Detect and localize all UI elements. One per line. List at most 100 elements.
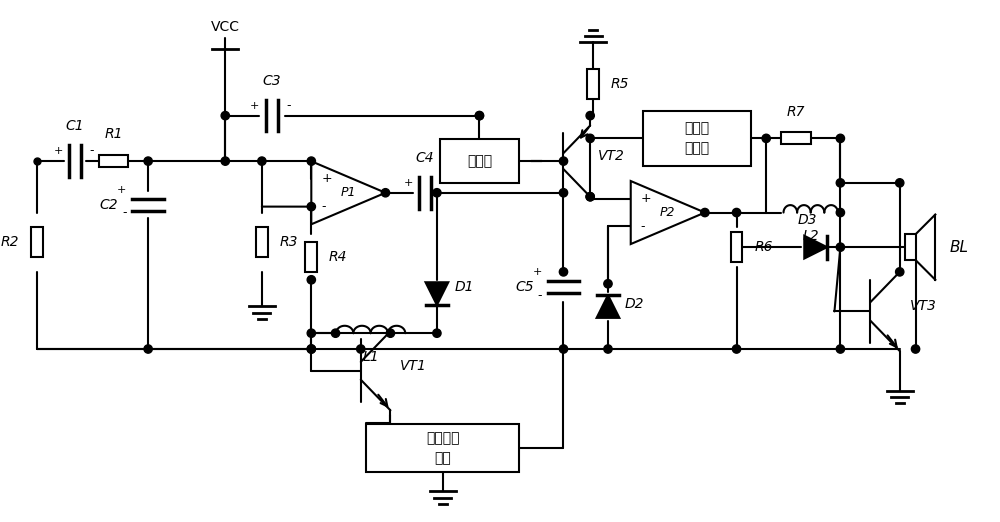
Circle shape <box>433 329 441 337</box>
Text: -: - <box>286 99 291 112</box>
Text: 射极跟随: 射极跟随 <box>426 431 460 445</box>
Text: C1: C1 <box>66 120 84 134</box>
Text: VT3: VT3 <box>910 300 936 314</box>
Circle shape <box>307 345 315 353</box>
Text: R4: R4 <box>329 250 348 264</box>
Bar <box>99 155 128 167</box>
Circle shape <box>836 243 845 251</box>
Circle shape <box>604 345 612 353</box>
Circle shape <box>732 208 741 217</box>
Circle shape <box>258 157 266 165</box>
Polygon shape <box>631 181 705 244</box>
Circle shape <box>221 112 229 120</box>
Text: BL: BL <box>949 240 968 255</box>
Text: -: - <box>440 176 444 189</box>
Text: -: - <box>122 207 126 219</box>
Polygon shape <box>311 161 385 224</box>
Text: -: - <box>537 289 542 302</box>
Circle shape <box>762 134 770 143</box>
Text: R5: R5 <box>611 77 629 91</box>
Circle shape <box>701 208 709 217</box>
Circle shape <box>732 345 741 353</box>
Text: R7: R7 <box>787 104 805 118</box>
Circle shape <box>559 188 568 197</box>
Polygon shape <box>597 295 619 318</box>
Text: D2: D2 <box>625 296 644 311</box>
Bar <box>905 234 916 260</box>
FancyBboxPatch shape <box>366 424 519 472</box>
Text: -: - <box>641 220 645 233</box>
Circle shape <box>144 345 152 353</box>
Circle shape <box>836 179 845 187</box>
Circle shape <box>475 112 484 120</box>
Circle shape <box>475 112 484 120</box>
Circle shape <box>331 329 340 337</box>
Bar <box>256 228 268 257</box>
Circle shape <box>144 157 152 165</box>
Text: 频率补: 频率补 <box>684 122 710 136</box>
Circle shape <box>559 157 568 165</box>
Text: D1: D1 <box>455 280 474 294</box>
Text: -: - <box>321 200 326 213</box>
Circle shape <box>604 280 612 288</box>
Text: R2: R2 <box>1 235 20 249</box>
Text: P2: P2 <box>660 206 676 219</box>
Text: +: + <box>532 267 542 277</box>
Circle shape <box>357 345 365 353</box>
Text: -: - <box>90 144 94 157</box>
Circle shape <box>307 203 315 211</box>
Text: D3: D3 <box>798 213 817 228</box>
Text: +: + <box>404 178 413 188</box>
Circle shape <box>307 329 315 337</box>
Circle shape <box>386 329 395 337</box>
Circle shape <box>307 345 315 353</box>
Circle shape <box>381 188 390 197</box>
FancyBboxPatch shape <box>643 111 751 165</box>
Circle shape <box>559 268 568 276</box>
Text: C4: C4 <box>416 151 434 165</box>
Text: +: + <box>250 101 260 111</box>
Text: VT2: VT2 <box>598 149 625 163</box>
Circle shape <box>307 276 315 284</box>
Text: +: + <box>641 192 651 205</box>
Text: 偿电路: 偿电路 <box>684 141 710 155</box>
FancyBboxPatch shape <box>440 139 519 183</box>
Circle shape <box>307 157 315 165</box>
Text: C5: C5 <box>515 280 534 294</box>
Bar <box>587 69 599 99</box>
Circle shape <box>586 112 594 120</box>
Text: +: + <box>117 185 126 195</box>
Text: L1: L1 <box>362 350 379 364</box>
Bar <box>781 133 811 144</box>
Circle shape <box>433 188 441 197</box>
Text: R3: R3 <box>280 235 298 249</box>
Text: 电路: 电路 <box>434 451 451 465</box>
Bar <box>731 232 742 262</box>
Text: C3: C3 <box>262 74 281 88</box>
Bar <box>31 228 43 257</box>
Text: VT1: VT1 <box>400 359 427 373</box>
Text: L2: L2 <box>802 229 819 243</box>
Circle shape <box>586 193 594 201</box>
Bar <box>305 242 317 272</box>
Circle shape <box>836 134 845 143</box>
Text: 限流器: 限流器 <box>467 154 492 168</box>
Circle shape <box>896 179 904 187</box>
Text: +: + <box>53 146 63 156</box>
Polygon shape <box>804 236 827 258</box>
Text: VCC: VCC <box>211 19 240 33</box>
Circle shape <box>911 345 920 353</box>
Text: +: + <box>321 172 332 185</box>
Text: C2: C2 <box>100 198 118 211</box>
Text: P1: P1 <box>341 186 356 199</box>
Circle shape <box>221 157 229 165</box>
Circle shape <box>836 208 845 217</box>
Circle shape <box>559 345 568 353</box>
Text: R6: R6 <box>754 240 773 254</box>
Circle shape <box>586 134 594 143</box>
Circle shape <box>896 268 904 276</box>
Circle shape <box>586 193 594 201</box>
Text: R1: R1 <box>104 127 123 141</box>
Polygon shape <box>426 282 448 305</box>
Circle shape <box>836 345 845 353</box>
